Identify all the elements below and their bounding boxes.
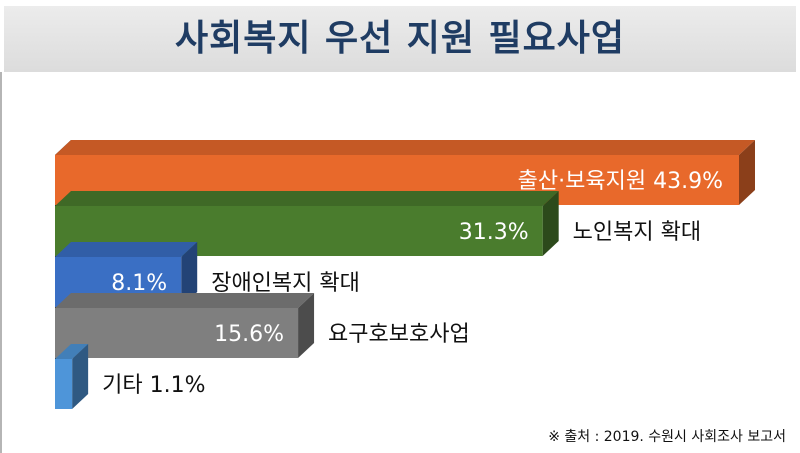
category-label-3: 장애인복지 확대 [211, 271, 360, 296]
bar-value-4: 15.6% [214, 322, 284, 347]
bar-top-2 [55, 191, 559, 206]
bar-side-2 [542, 191, 559, 256]
bar-value-2: 31.3% [459, 220, 529, 245]
bar-side-4 [298, 293, 315, 358]
page-title: 사회복지 우선 지원 필요사업 [174, 18, 626, 59]
bar-value-3: 8.1% [111, 271, 167, 296]
bar-top-4 [55, 293, 315, 308]
bar-label-1: 출산·보육지원 43.9% [518, 169, 723, 194]
bar-group-5 [55, 344, 89, 409]
left-border-line [0, 72, 2, 453]
bar-top-3 [55, 242, 198, 257]
bar-group-4 [55, 293, 315, 358]
bar-side-5 [72, 344, 89, 409]
bar-top-1 [55, 140, 755, 155]
bar-group-2 [55, 191, 559, 256]
bar-side-3 [181, 242, 198, 307]
title-band: 사회복지 우선 지원 필요사업 [4, 6, 796, 72]
bar-side-1 [739, 140, 755, 205]
bar-4 [55, 308, 299, 358]
category-label-4: 요구호보호사업 [328, 322, 470, 347]
bar-5 [55, 359, 73, 409]
source-note: ※ 출처 : 2019. 수원시 사회조사 보고서 [548, 429, 786, 445]
category-label-2: 노인복지 확대 [573, 220, 701, 245]
bar-top-5 [55, 344, 89, 359]
category-label-5: 기타 1.1% [102, 373, 205, 398]
